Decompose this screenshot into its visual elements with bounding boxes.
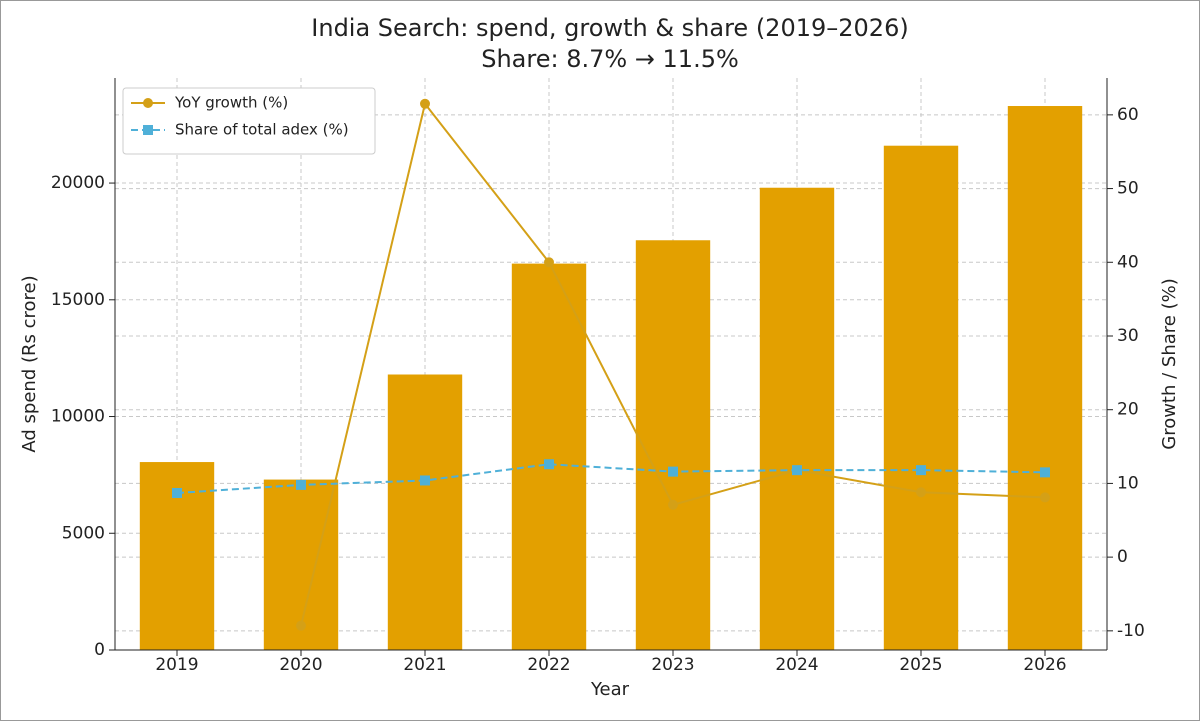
bar	[759, 187, 835, 651]
bar	[387, 374, 463, 650]
x-tick-label: 2019	[155, 655, 198, 675]
line	[176, 463, 1046, 494]
marker	[172, 487, 182, 498]
marker	[792, 465, 802, 476]
bar	[635, 240, 711, 650]
bar	[1007, 106, 1083, 650]
legend-box	[122, 87, 376, 155]
x-tick-label: 2020	[279, 655, 322, 675]
chart-subtitle: Share: 8.7% → 11.5%	[481, 45, 739, 73]
y-axis-label: Ad spend (Rs crore)	[19, 275, 40, 452]
x-tick-label: 2022	[527, 655, 570, 675]
y2-tick-label: 50	[1117, 179, 1139, 199]
legend-marker	[143, 98, 153, 108]
x-tick-label: 2025	[899, 655, 942, 675]
marker	[544, 459, 554, 470]
x-tick-label: 2024	[775, 655, 818, 675]
marker	[544, 257, 554, 268]
marker	[296, 479, 306, 490]
chart-title: India Search: spend, growth & share (201…	[311, 14, 908, 42]
y2-tick-label: 60	[1117, 105, 1139, 125]
y-tick-label: 10000	[51, 407, 105, 427]
y2-tick-label: 40	[1117, 252, 1139, 272]
marker	[420, 475, 430, 486]
legend-label: YoY growth (%)	[174, 94, 288, 112]
legend-label: Share of total adex (%)	[175, 121, 349, 139]
y-tick-label: 0	[94, 640, 105, 660]
y2-tick-label: 20	[1117, 400, 1139, 420]
marker	[1040, 467, 1050, 478]
bar	[883, 145, 959, 650]
y-tick-label: 20000	[51, 173, 105, 193]
y2-tick-label: -10	[1117, 621, 1145, 641]
x-tick-label: 2026	[1023, 655, 1066, 675]
y2-axis-label: Growth / Share (%)	[1159, 278, 1180, 449]
y2-tick-label: 30	[1117, 326, 1139, 346]
marker	[916, 487, 926, 498]
marker	[296, 620, 306, 631]
x-tick-label: 2023	[651, 655, 694, 675]
legend-marker	[143, 125, 153, 135]
y2-tick-label: 10	[1117, 473, 1139, 493]
marker	[916, 465, 926, 476]
bar	[511, 263, 587, 650]
marker	[420, 98, 430, 109]
marker	[668, 466, 678, 477]
marker	[1040, 492, 1050, 503]
marker	[668, 499, 678, 510]
y-tick-label: 5000	[62, 523, 105, 543]
x-axis-label: Year	[590, 679, 630, 700]
x-tick-label: 2021	[403, 655, 446, 675]
y2-tick-label: 0	[1117, 547, 1128, 567]
y-tick-label: 15000	[51, 290, 105, 310]
